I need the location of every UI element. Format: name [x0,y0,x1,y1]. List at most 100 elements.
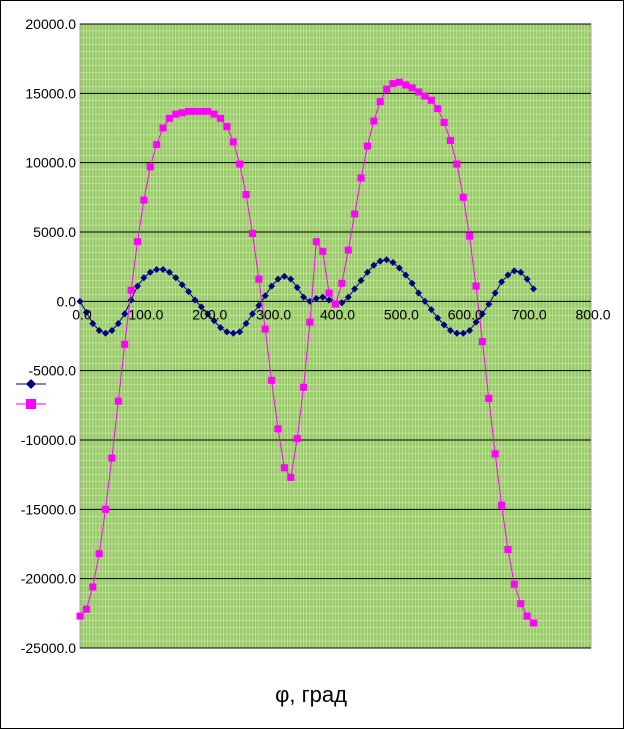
data-point [287,275,295,283]
data-point [255,275,263,283]
data-point [478,338,486,346]
data-point [108,326,116,334]
data-point [280,464,288,472]
data-point [268,376,276,384]
data-point [210,110,218,118]
data-point [89,583,97,591]
series-line [79,81,534,624]
data-point [76,612,84,620]
y-tick-labels: 20000.0 15000.0 10000.0 5000.0 0.0 -5000.0 -10… [21,16,76,656]
data-point [440,321,448,329]
x-tick-labels: 0.0 100.0 200.0 300.0 400.0 500.0 600.0 700.0 80… [72,306,610,322]
data-point [523,275,531,283]
data-point [472,282,480,290]
data-point [383,85,391,93]
data-point [229,138,237,146]
y-tick-label: -25000.0 [21,640,76,656]
data-point [421,297,429,305]
data-point [446,136,454,144]
data-point [293,435,301,443]
data-point [127,286,135,294]
data-point [363,142,371,150]
data-point [332,300,339,308]
data-point [121,340,129,348]
data-point [466,326,474,334]
data-point [95,550,103,558]
data-point [459,329,467,337]
data-point [172,274,180,282]
x-tick-label: 200.0 [192,306,227,322]
data-point [248,310,256,318]
data-point [485,394,493,402]
data-point [197,107,205,115]
data-point [89,320,97,328]
data-point [121,310,129,318]
y-tick-label: -15000.0 [21,501,76,517]
data-point [351,285,359,293]
data-point [236,328,244,336]
data-point [383,256,391,264]
y-tick-label: 0.0 [57,293,77,309]
data-point [133,282,141,290]
data-point [498,501,506,509]
data-point [274,275,282,283]
data-point [165,268,173,276]
y-tick-label: -20000.0 [21,571,76,587]
x-tick-label: 0.0 [72,306,92,322]
data-point [427,96,435,104]
data-point [114,320,122,328]
data-point [185,288,193,296]
data-point [363,268,371,276]
data-point [274,425,282,433]
data-point [459,193,467,201]
x-tick-label: 300.0 [256,306,291,322]
data-point [280,272,288,280]
series-layer [76,78,538,627]
data-point [376,98,384,106]
data-point [523,612,531,620]
data-point [248,229,256,237]
data-point [153,265,161,273]
data-point [261,325,269,333]
data-point [472,318,480,326]
y-tick-label: -5000.0 [29,363,77,379]
data-point [440,118,448,126]
y-tick-label: -10000.0 [21,432,76,448]
data-point [357,174,365,182]
data-point [517,268,525,276]
data-point [236,160,244,168]
minor-grid [79,23,592,649]
data-point [434,314,442,322]
data-point [395,264,403,272]
data-point [306,318,314,326]
data-point [453,160,461,168]
data-point [344,246,352,254]
data-point [498,278,506,286]
data-point [261,292,269,300]
data-point [402,81,410,89]
data-point [133,238,141,246]
x-tick-label: 800.0 [575,306,610,322]
data-point [427,306,435,314]
data-point [300,383,308,391]
y-tick-label: 10000.0 [25,155,76,171]
data-point [491,450,499,458]
data-point [466,232,474,240]
x-tick-label: 600.0 [448,306,483,322]
data-point [325,289,333,297]
data-point [146,268,154,276]
data-point [178,109,186,117]
data-point [485,300,493,308]
legend [16,379,46,409]
series-1 [76,256,538,337]
data-point [255,301,263,309]
x-tick-label: 100.0 [128,306,163,322]
legend-marker [26,379,36,389]
data-point [191,296,199,304]
data-point [504,271,512,279]
data-point [102,329,110,337]
data-point [415,88,423,96]
data-point [159,265,167,273]
x-axis-label: φ, град [275,682,347,707]
